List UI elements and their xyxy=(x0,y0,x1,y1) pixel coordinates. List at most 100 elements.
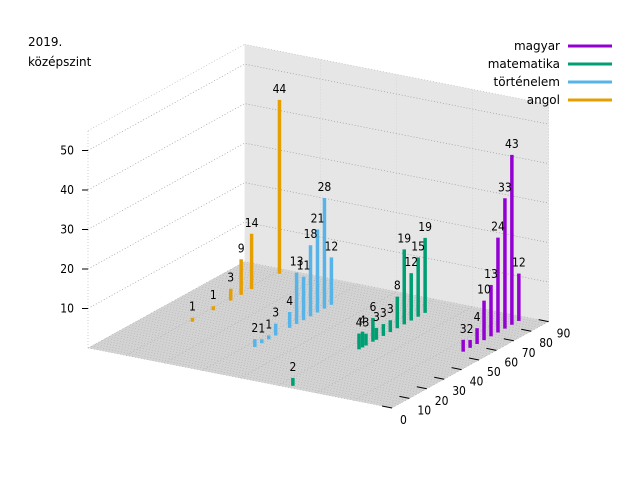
data-label-angol: 1 xyxy=(189,300,196,314)
floor-grid-line xyxy=(98,341,403,403)
data-label-magyar: 24 xyxy=(491,220,505,234)
floor-grid-line xyxy=(195,288,500,349)
floor-grid-line xyxy=(115,332,420,393)
data-label-matematika: 2 xyxy=(289,360,296,374)
floor-grid-line xyxy=(101,340,406,401)
data-label-tortenelem: 28 xyxy=(318,180,332,194)
data-label-magyar: 12 xyxy=(512,256,526,270)
data-label-matematika: 4 xyxy=(356,316,363,330)
x-tick-label: 40 xyxy=(470,375,484,389)
data-label-angol: 1 xyxy=(210,288,217,302)
x-tick-label: 70 xyxy=(522,346,536,360)
floor-grid-line xyxy=(220,274,525,336)
floor-grid-line xyxy=(157,309,462,370)
data-label-angol: 3 xyxy=(227,271,234,285)
x-tick-label: 80 xyxy=(539,336,553,350)
data-label-tortenelem: 12 xyxy=(325,239,339,253)
data-label-matematika: 6 xyxy=(369,300,376,314)
data-label-tortenelem: 1 xyxy=(265,317,272,331)
x-tick xyxy=(468,357,480,361)
data-label-matematika: 19 xyxy=(418,220,432,234)
data-label-tortenelem: 13 xyxy=(290,255,304,269)
floor-grid-line xyxy=(105,338,410,399)
floor-grid-line xyxy=(209,280,514,342)
wall-edge xyxy=(244,44,549,105)
floor-grid-line xyxy=(154,311,459,372)
floor-grid-line xyxy=(136,320,441,382)
data-label-angol: 9 xyxy=(238,241,245,255)
x-tick-label: 60 xyxy=(504,355,518,369)
data-label-tortenelem: 3 xyxy=(272,306,279,320)
x-tick-label: 30 xyxy=(452,384,466,398)
data-label-tortenelem: 11 xyxy=(297,259,311,273)
chart-title: 2019. középszint xyxy=(28,35,92,69)
x-tick xyxy=(486,347,497,351)
floor-grid-line xyxy=(174,299,480,361)
data-label-matematika: 4 xyxy=(359,314,366,328)
x-tick xyxy=(434,376,445,380)
x-tick xyxy=(503,338,514,342)
data-label-magyar: 33 xyxy=(498,180,512,194)
z-tick-label: 10 xyxy=(60,302,74,316)
data-label-matematika: 3 xyxy=(380,306,387,320)
floor-grid-line xyxy=(129,324,434,386)
floor-grid-line xyxy=(133,322,438,384)
data-label-magyar: 10 xyxy=(477,283,491,297)
data-label-matematika: 3 xyxy=(387,302,394,316)
floor-grid-line xyxy=(150,313,455,374)
data-label-magyar: 3 xyxy=(460,322,467,336)
floor-grid-line xyxy=(188,292,493,353)
x-tick-label: 90 xyxy=(557,327,571,341)
floor-grid-line xyxy=(140,318,445,380)
data-label-matematika: 12 xyxy=(404,255,418,269)
data-label-matematika: 3 xyxy=(373,310,380,324)
floor-grid-line xyxy=(181,295,487,357)
floor-grid-line xyxy=(206,282,511,343)
data-label-matematika: 15 xyxy=(411,239,425,253)
z-tick-label: 30 xyxy=(60,223,74,237)
data-label-magyar: 2 xyxy=(467,322,474,336)
floor-grid-line xyxy=(94,343,400,405)
data-label-matematika: 19 xyxy=(397,231,411,245)
floor-grid-line xyxy=(234,267,539,328)
data-label-tortenelem: 2 xyxy=(251,321,258,335)
floor-grid-line xyxy=(167,303,473,365)
floor-grid-line xyxy=(161,307,466,368)
data-label-magyar: 13 xyxy=(484,267,498,281)
floor-grid-line xyxy=(213,278,518,340)
data-label-tortenelem: 21 xyxy=(311,212,325,226)
floor-grid-line xyxy=(171,301,476,363)
x-tick xyxy=(416,386,427,390)
x-tick xyxy=(399,395,410,399)
z-axis: 10 20 30 40 50 xyxy=(60,144,88,316)
chart-title-line-1: 2019. xyxy=(28,35,62,49)
x-tick xyxy=(538,319,549,323)
floor-grid-line xyxy=(112,334,417,395)
floor-grid-line xyxy=(227,270,532,332)
floor-grid-line xyxy=(164,305,469,367)
floor-plane xyxy=(88,261,549,408)
floor-grid-line xyxy=(119,330,424,391)
floor-grid-line xyxy=(223,272,528,334)
legend: magyar matematika történelem angol xyxy=(488,39,612,107)
floor-grid-line xyxy=(178,297,483,359)
floor-grid-line xyxy=(202,284,507,345)
x-tick xyxy=(451,367,462,371)
data-label-matematika: 8 xyxy=(394,279,401,293)
x-tick-label: 20 xyxy=(435,394,449,408)
floor xyxy=(87,261,549,409)
floor-grid-line xyxy=(192,290,497,351)
z-tick-label: 40 xyxy=(60,183,74,197)
floor-grid-line xyxy=(185,293,490,355)
chart-title-line-2: középszint xyxy=(28,55,92,69)
x-tick-label: 10 xyxy=(417,403,431,417)
floor-grid-line xyxy=(108,336,413,397)
data-label-magyar: 4 xyxy=(474,310,481,324)
floor-grid-line xyxy=(126,326,431,388)
data-label-tortenelem: 1 xyxy=(258,321,265,335)
legend-label-matematika: matematika xyxy=(488,57,560,71)
wall-edge xyxy=(87,44,245,132)
